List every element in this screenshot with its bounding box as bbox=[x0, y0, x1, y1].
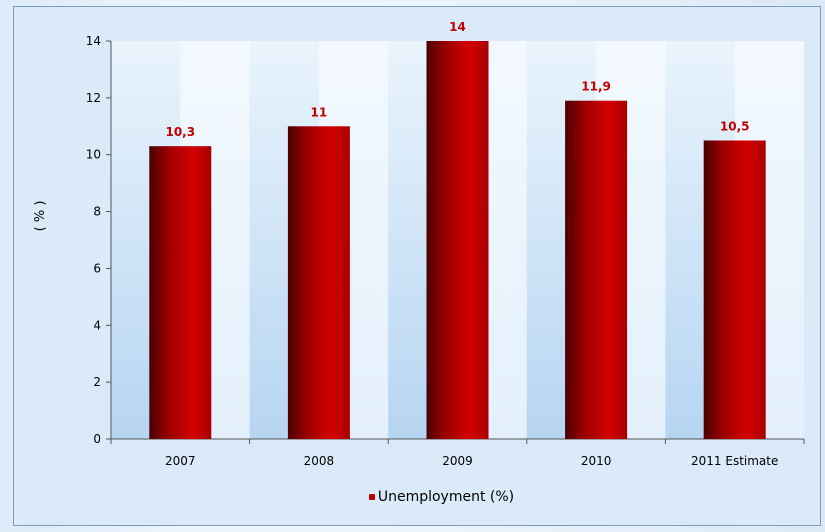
x-tick-label: 2009 bbox=[442, 454, 473, 468]
y-tick-label: 6 bbox=[93, 261, 101, 275]
y-tick-label: 8 bbox=[93, 205, 101, 219]
y-tick-label: 4 bbox=[93, 318, 101, 332]
x-tick-label: 2011 Estimate bbox=[691, 454, 778, 468]
data-label: 11 bbox=[311, 105, 328, 119]
data-label: 10,3 bbox=[165, 125, 195, 139]
data-label: 14 bbox=[449, 20, 466, 34]
x-tick-label: 2010 bbox=[581, 454, 612, 468]
data-label: 11,9 bbox=[581, 80, 611, 94]
bar bbox=[703, 140, 766, 439]
data-labels-group: 10,3 11 14 11,9 10,5 bbox=[165, 20, 749, 139]
y-tick-label: 14 bbox=[86, 34, 101, 48]
y-tick-label: 10 bbox=[86, 148, 101, 162]
legend: Unemployment (%) bbox=[0, 489, 825, 505]
legend-label: Unemployment (%) bbox=[377, 489, 515, 505]
y-axis-title: ( % ) bbox=[33, 201, 48, 232]
bar bbox=[426, 41, 489, 439]
bar bbox=[565, 100, 628, 439]
bar bbox=[149, 146, 212, 439]
x-tick-label: 2007 bbox=[165, 454, 196, 468]
y-tick-label: 2 bbox=[93, 375, 101, 389]
bar bbox=[287, 126, 350, 440]
y-tick-label: 0 bbox=[93, 432, 101, 446]
y-tick-label: 12 bbox=[86, 91, 101, 105]
bars-group bbox=[149, 41, 766, 440]
data-label: 10,5 bbox=[720, 120, 750, 134]
x-tick-label: 2008 bbox=[304, 454, 335, 468]
legend-marker bbox=[368, 494, 375, 500]
